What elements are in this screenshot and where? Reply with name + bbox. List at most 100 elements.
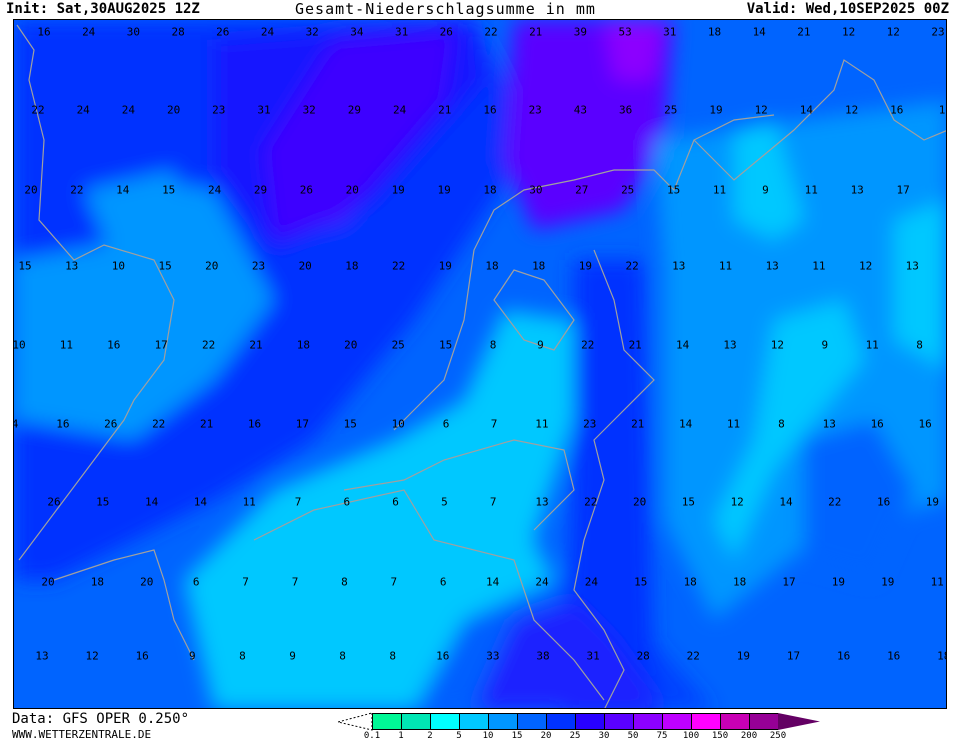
grid-value: 24	[121, 103, 136, 117]
grid-value: 11	[718, 259, 733, 273]
legend-lower-arrow	[337, 712, 373, 731]
grid-value: 9	[289, 649, 296, 663]
grid-value: 4	[14, 418, 18, 431]
grid-value: 16	[483, 103, 497, 117]
grid-value: 18	[532, 259, 546, 273]
grid-value: 16	[890, 103, 904, 117]
grid-value: 12	[886, 25, 900, 39]
grid-value: 33	[486, 649, 500, 663]
legend-tick-label: 100	[682, 731, 700, 741]
grid-value: 26	[439, 25, 453, 39]
grid-value: 16	[887, 649, 901, 663]
grid-value: 7	[242, 575, 249, 589]
grid-value: 14	[193, 495, 208, 509]
band-25-30-north	[214, 20, 484, 250]
border-nl-de	[573, 249, 655, 708]
grid-value: 26	[299, 183, 314, 197]
area-5-10-belgium	[184, 310, 574, 708]
grid-value: 19	[831, 575, 846, 589]
grid-value: 13	[535, 495, 549, 509]
legend-tick-label: 1	[398, 731, 404, 741]
grid-value: 23	[212, 103, 226, 117]
grid-value: 12	[844, 103, 859, 117]
grid-value: 32	[305, 25, 319, 39]
coastlines	[16, 24, 946, 708]
grid-value: 11	[242, 495, 256, 509]
grid-value: 20	[205, 259, 219, 273]
grid-value: 16	[56, 417, 70, 431]
grid-value: 11	[726, 417, 741, 431]
grid-value: 43	[573, 103, 588, 117]
grid-value: 23	[528, 103, 542, 117]
grid-value: 15	[634, 575, 648, 589]
grid-value: 26	[216, 25, 230, 39]
legend-swatch	[604, 713, 633, 730]
grid-value: 21	[199, 417, 214, 431]
grid-value: 19	[437, 183, 451, 197]
grid-value: 6	[442, 417, 450, 431]
grid-value: 12	[730, 495, 744, 509]
grid-value: 20	[632, 495, 647, 509]
grid-value: 8	[778, 417, 785, 431]
grid-value: 20	[344, 338, 358, 352]
grid-value: 20	[24, 183, 38, 197]
grid-value: 19	[925, 495, 940, 509]
grid-value: 21	[249, 338, 263, 352]
grid-value: 14	[779, 495, 793, 509]
grid-value: 8	[489, 338, 497, 352]
grid-value: 17	[786, 649, 801, 663]
grid-value: 12	[841, 25, 856, 39]
grid-value: 18	[683, 575, 697, 589]
grid-value: 39	[573, 25, 588, 39]
grid-value: 14	[485, 575, 500, 589]
precipitation-map: 16 24 30 28 26 24 32 34 31 26 22 21 39 53 31 18 14 21 12 12…	[13, 19, 947, 709]
legend-swatch	[749, 713, 778, 730]
grid-value: 23	[251, 259, 266, 273]
legend-tick-label: 30	[598, 731, 610, 741]
grid-value: 24	[207, 183, 222, 197]
grid-value: 13	[765, 259, 779, 273]
grid-value: 28	[171, 25, 185, 39]
german-coast	[693, 59, 946, 181]
grid-value: 15	[666, 183, 681, 197]
grid-value: 13	[65, 259, 79, 273]
grid-value: 11	[59, 338, 74, 352]
netherlands-coast	[393, 114, 775, 431]
grid-value: 14	[675, 338, 690, 352]
grid-value: 34	[350, 25, 364, 39]
grid-value: 13	[905, 259, 919, 273]
grid-value: 22	[686, 649, 700, 663]
grid-value: 10	[391, 417, 405, 431]
grid-value: 6	[343, 495, 351, 509]
valid-time: Valid: Wed,10SEP2025 00Z	[746, 1, 949, 17]
grid-value: 6	[439, 575, 447, 589]
grid-value: 38	[536, 649, 550, 663]
area-15-20-east	[804, 420, 914, 580]
grid-value: 23	[931, 25, 945, 39]
grid-value: 16	[436, 649, 450, 663]
uk-coastline	[16, 24, 175, 561]
grid-value: 26	[47, 495, 61, 509]
legend-swatch	[459, 713, 488, 730]
grid-value: 25	[664, 103, 678, 117]
grid-value: 25	[391, 338, 405, 352]
grid-value: 16	[135, 649, 149, 663]
grid-value: 17	[154, 338, 168, 352]
grid-value: 22	[31, 103, 45, 117]
area-10-15-northwest	[84, 170, 184, 260]
grid-value: 15	[681, 495, 696, 509]
grid-value: 8	[341, 575, 348, 589]
grid-value: 11	[535, 417, 549, 431]
grid-value: 11	[804, 183, 818, 197]
legend-swatch	[691, 713, 720, 730]
grid-value: 27	[575, 183, 589, 197]
grid-value: 18	[345, 259, 359, 273]
grid-value: 17	[295, 417, 310, 431]
color-legend: 0.1 1 2 5 10 15 20 25 30 50 75 100 150 200 250	[336, 712, 959, 741]
grid-value: 12	[770, 338, 785, 352]
grid-value: 20	[140, 575, 154, 589]
grid-value: 22	[584, 495, 598, 509]
grid-value: 19	[881, 575, 895, 589]
grid-value: 10	[13, 338, 26, 352]
legend-swatch	[575, 713, 604, 730]
